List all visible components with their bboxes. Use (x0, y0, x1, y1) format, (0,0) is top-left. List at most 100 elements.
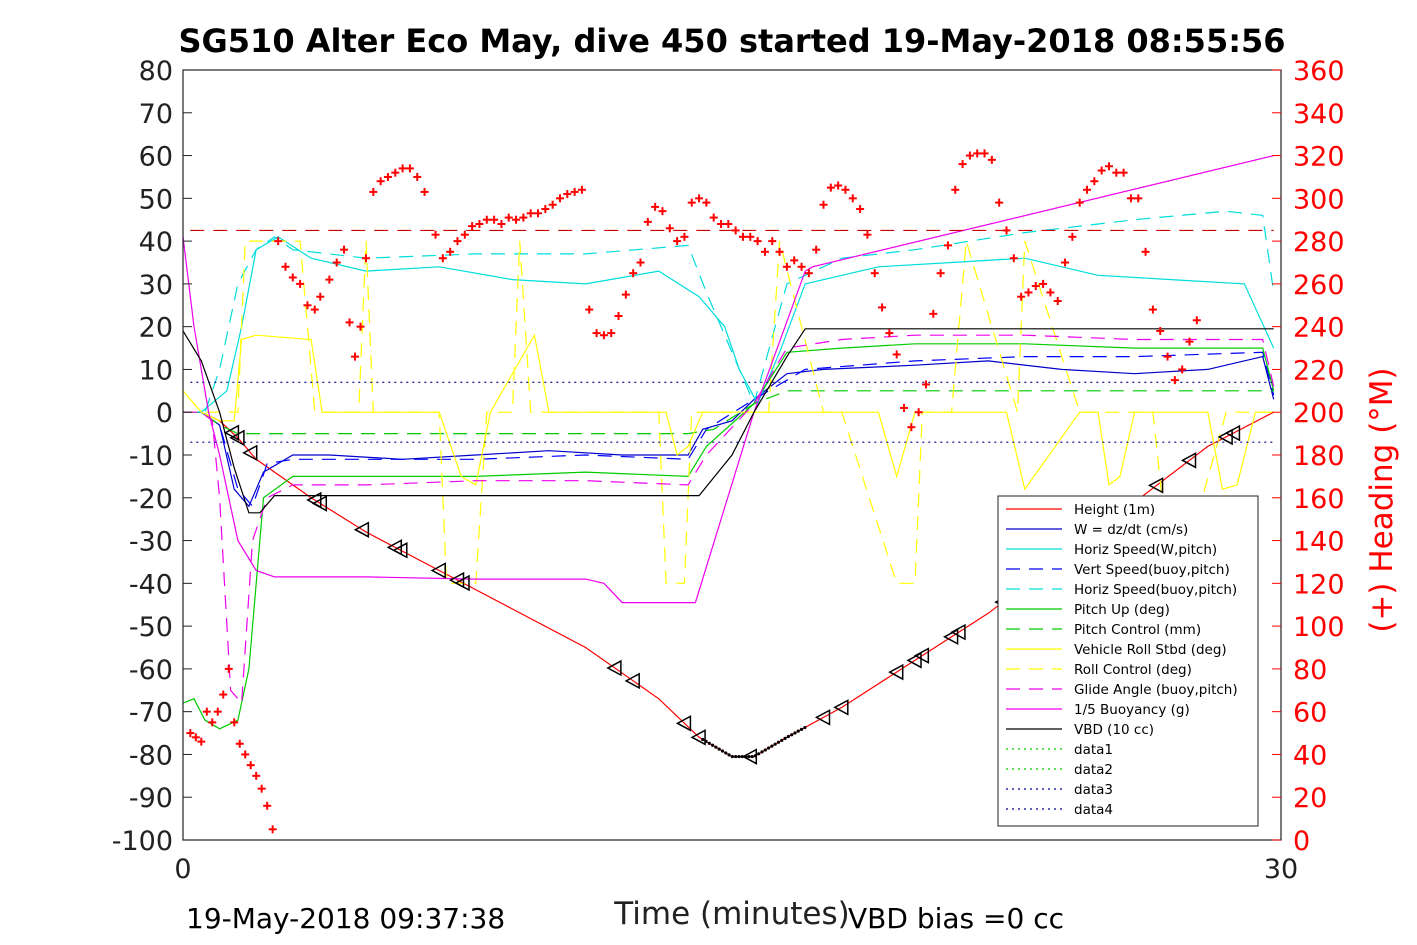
triangle-marker (906, 652, 922, 669)
heading-point (281, 262, 290, 271)
heading-point (1053, 297, 1062, 305)
heading-point (1075, 198, 1084, 207)
heading-point (973, 149, 982, 158)
legend-label-8: Roll Control (deg) (1074, 662, 1192, 678)
heading-point (753, 237, 762, 246)
heading-point (1009, 254, 1018, 263)
heading-point (263, 801, 272, 810)
heading-point (585, 305, 594, 314)
heading-point (1156, 326, 1165, 335)
heading-point (398, 164, 407, 173)
y2-tick-label: 280 (1293, 227, 1345, 258)
triangle-marker (943, 628, 959, 646)
height-dot (780, 738, 784, 742)
triangle-marker (454, 574, 470, 592)
heading-point (658, 207, 667, 216)
heading-point (738, 232, 747, 241)
heading-point (1134, 194, 1143, 203)
triangle-marker (229, 429, 245, 447)
height-dot (790, 733, 794, 737)
legend-label-15: data4 (1074, 802, 1113, 818)
heading-point (900, 403, 909, 412)
heading-point (599, 331, 608, 340)
heading-point (541, 205, 550, 214)
height-dot (757, 752, 761, 756)
y2-tick-label: 100 (1293, 612, 1345, 643)
heading-point (1192, 316, 1201, 325)
series-line-2 (183, 236, 1275, 413)
heading-point (929, 309, 938, 318)
heading-point (340, 245, 349, 254)
height-dot (743, 754, 748, 759)
y2-tick-label: 180 (1293, 441, 1345, 472)
y-tick-label: 60 (139, 142, 173, 173)
heading-point (438, 254, 447, 263)
heading-point (782, 262, 791, 271)
heading-point (391, 168, 400, 177)
y2-tick-label: 80 (1293, 655, 1327, 686)
height-dot (750, 754, 754, 759)
heading-point (863, 230, 872, 239)
legend-label-10: 1/5 Buoyancy (g) (1074, 702, 1190, 718)
heading-point (1178, 365, 1187, 374)
y-tick-label: -20 (129, 484, 173, 515)
height-dot (786, 734, 790, 739)
heading-point (296, 279, 305, 288)
x-tick-label: 0 (174, 854, 191, 885)
height-dot (763, 748, 767, 752)
legend-label-13: data2 (1074, 762, 1113, 778)
heading-point (907, 423, 916, 432)
heading-point (362, 254, 370, 263)
height-dot (783, 736, 787, 741)
legend-label-0: Height (1m) (1074, 502, 1155, 518)
heading-point (621, 290, 630, 299)
heading-point (1024, 288, 1033, 297)
heading-point (841, 185, 850, 194)
y2-tick-label: 140 (1293, 527, 1345, 558)
heading-point (1141, 247, 1150, 256)
y2-tick-label: 120 (1293, 569, 1345, 600)
height-dot (770, 744, 774, 748)
heading-point (965, 151, 974, 160)
legend-label-6: Pitch Control (mm) (1074, 622, 1201, 638)
heading-point (191, 733, 200, 742)
heading-point (526, 209, 535, 218)
heading-point (980, 149, 989, 158)
triangle-marker (833, 699, 849, 716)
heading-point (1002, 226, 1011, 235)
heading-point (257, 784, 266, 793)
height-dot (707, 741, 711, 745)
heading-point (834, 181, 843, 190)
y2-tick-label: 300 (1293, 184, 1345, 215)
heading-point (519, 213, 528, 222)
heading-point (497, 220, 506, 228)
triangle-marker (1180, 452, 1197, 469)
heading-point (534, 209, 543, 218)
height-dot (714, 745, 718, 749)
legend-label-14: data3 (1074, 782, 1113, 798)
heading-point (614, 311, 623, 320)
marker-layer (223, 424, 1241, 765)
heading-point (460, 230, 469, 239)
triangle-marker (430, 562, 446, 579)
heading-point (235, 739, 244, 748)
heading-point (274, 237, 283, 246)
heading-point (1126, 194, 1135, 203)
height-dot (767, 746, 771, 750)
left-axis-ticks: 80 70 60 50 40 30 20 10 0 -10 -20 -30 -40 -50 -60 -70 -8… (112, 56, 192, 857)
heading-point (332, 258, 341, 267)
heading-point (1163, 352, 1172, 361)
height-dot (737, 754, 741, 759)
y-tick-label: 70 (139, 99, 173, 130)
height-dot (730, 754, 734, 759)
triangle-marker (1224, 424, 1241, 442)
legend-label-2: Horiz Speed(W,pitch) (1074, 542, 1217, 558)
heading-point (987, 155, 996, 164)
triangle-marker (606, 659, 622, 677)
triangle-marker (690, 729, 706, 746)
heading-point (490, 215, 499, 224)
heading-point (951, 185, 960, 194)
heading-point (892, 350, 901, 359)
heading-point (252, 771, 261, 780)
